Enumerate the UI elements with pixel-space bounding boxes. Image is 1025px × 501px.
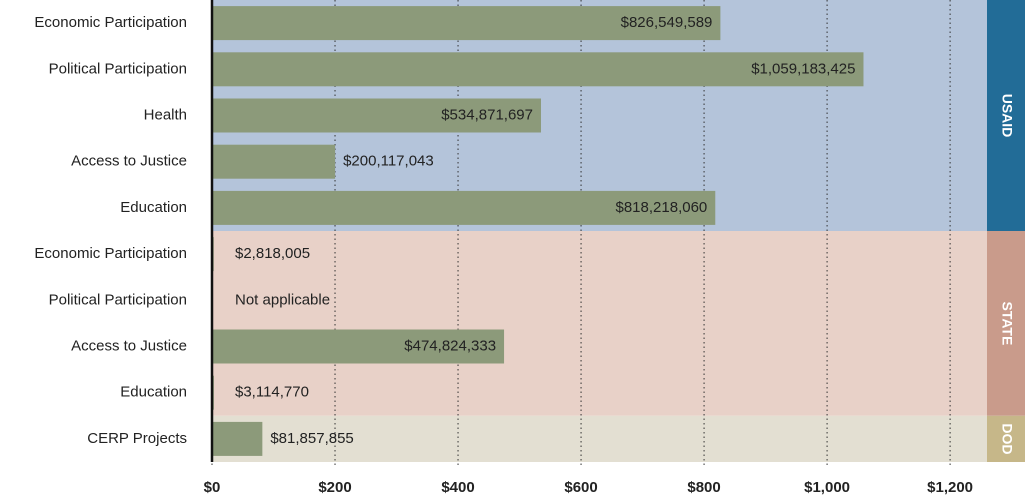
bar	[212, 190, 716, 225]
bar	[212, 98, 541, 133]
value-label: $474,824,333	[404, 337, 496, 354]
value-label: $534,871,697	[441, 106, 533, 123]
value-label: $1,059,183,425	[751, 60, 855, 77]
category-label: Political Participation	[49, 60, 187, 77]
group-label: STATE	[999, 301, 1015, 345]
bar	[212, 144, 336, 179]
x-tick-label: $800	[687, 479, 720, 496]
group-strip	[987, 231, 1025, 416]
group-strip	[987, 415, 1025, 462]
x-tick-label: $600	[564, 479, 597, 496]
group-label: DOD	[999, 423, 1015, 454]
bar	[212, 421, 263, 456]
x-tick-label: $1,000	[804, 479, 850, 496]
category-label: Economic Participation	[34, 245, 187, 262]
bar	[212, 329, 505, 364]
x-tick-label: $400	[441, 479, 474, 496]
category-label: Access to Justice	[71, 337, 187, 354]
category-label: Economic Participation	[34, 14, 187, 31]
x-tick-label: $200	[318, 479, 351, 496]
value-label: $826,549,589	[621, 14, 713, 31]
value-label: $200,117,043	[343, 153, 434, 170]
group-background	[212, 415, 987, 462]
value-label: $2,818,005	[235, 245, 310, 262]
value-label: $3,114,770	[235, 384, 309, 401]
category-label: Health	[144, 106, 187, 123]
category-label: CERP Projects	[87, 430, 187, 447]
bar	[212, 52, 864, 87]
bar	[212, 6, 721, 41]
category-label: Education	[120, 199, 187, 216]
x-tick-label: $1,200	[927, 479, 973, 496]
category-label: Access to Justice	[71, 153, 187, 170]
group-background	[212, 231, 987, 416]
group-strip	[987, 0, 1025, 231]
category-label: Education	[120, 384, 187, 401]
x-tick-label: $0	[204, 479, 221, 496]
value-label: $81,857,855	[270, 430, 353, 447]
group-label: USAID	[999, 94, 1015, 138]
value-label: Not applicable	[235, 291, 330, 308]
category-label: Political Participation	[49, 291, 187, 308]
value-label: $818,218,060	[616, 199, 708, 216]
